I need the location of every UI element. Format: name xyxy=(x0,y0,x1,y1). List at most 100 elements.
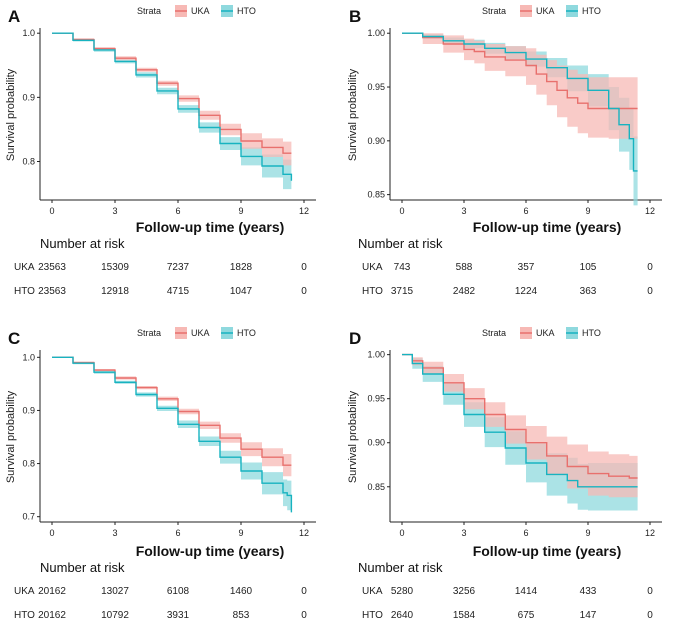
risk-table-title: Number at risk xyxy=(40,560,125,575)
y-tick-label: 0.90 xyxy=(367,136,385,146)
legend-title: Strata xyxy=(482,6,506,16)
legend: Strata UKA HTO xyxy=(137,5,256,17)
risk-cell-uka: 1460 xyxy=(230,586,253,597)
y-tick-label: 0.95 xyxy=(367,394,385,404)
risk-row-label-uka: UKA xyxy=(362,262,383,273)
risk-cell-uka: 0 xyxy=(647,262,653,273)
legend: Strata UKA HTO xyxy=(482,327,601,339)
risk-cell-uka: 13027 xyxy=(101,586,129,597)
legend-uka-label: UKA xyxy=(191,6,210,16)
x-tick-label: 3 xyxy=(112,206,117,216)
risk-row-label-uka: UKA xyxy=(14,262,35,273)
x-tick-label: 3 xyxy=(112,528,117,538)
x-tick-label: 9 xyxy=(238,206,243,216)
x-tick-label: 9 xyxy=(585,528,590,538)
x-tick-label: 6 xyxy=(523,528,528,538)
risk-cell-hto: 147 xyxy=(580,610,597,621)
legend-hto-label: HTO xyxy=(237,328,256,338)
panel-letter: D xyxy=(349,329,361,348)
risk-cell-hto: 20162 xyxy=(38,610,66,621)
y-tick-label: 1.0 xyxy=(22,352,35,362)
y-tick-label: 0.7 xyxy=(22,512,35,522)
risk-cell-hto: 675 xyxy=(518,610,535,621)
risk-cell-hto: 1224 xyxy=(515,286,538,297)
risk-cell-uka: 15309 xyxy=(101,262,129,273)
x-tick-label: 12 xyxy=(645,528,655,538)
legend-hto-label: HTO xyxy=(582,6,601,16)
risk-row-label-uka: UKA xyxy=(14,586,35,597)
legend: Strata UKA HTO xyxy=(137,327,256,339)
legend-title: Strata xyxy=(137,6,161,16)
legend-hto-label: HTO xyxy=(582,328,601,338)
risk-cell-uka: 0 xyxy=(301,262,307,273)
risk-cell-uka: 743 xyxy=(394,262,411,273)
x-tick-label: 6 xyxy=(175,206,180,216)
risk-cell-hto: 2640 xyxy=(391,610,414,621)
y-tick-label: 0.8 xyxy=(22,459,35,469)
risk-table-title: Number at risk xyxy=(40,236,125,251)
risk-cell-uka: 3256 xyxy=(453,586,476,597)
x-tick-label: 6 xyxy=(175,528,180,538)
y-axis-label: Survival probability xyxy=(5,68,17,161)
risk-table: Number at risk UKA 5280 3256 1414 433 0 HTO 2640… xyxy=(358,560,653,621)
risk-cell-hto: 10792 xyxy=(101,610,129,621)
risk-row-label-hto: HTO xyxy=(14,286,35,297)
panel-letter: C xyxy=(8,329,20,348)
y-tick-label: 0.85 xyxy=(367,190,385,200)
risk-cell-hto: 363 xyxy=(580,286,597,297)
risk-cell-uka: 588 xyxy=(456,262,473,273)
x-tick-label: 6 xyxy=(523,206,528,216)
legend: Strata UKA HTO xyxy=(482,5,601,17)
risk-cell-uka: 23563 xyxy=(38,262,66,273)
panel-a: A Strata UKA HTO 0 3 6 9 12 0.8 0.9 1.0 Survival pro… xyxy=(5,5,316,297)
x-axis-label: Follow-up time (years) xyxy=(473,543,622,559)
x-tick-label: 0 xyxy=(49,206,54,216)
x-axis-label: Follow-up time (years) xyxy=(136,543,285,559)
survival-line-hto xyxy=(402,353,638,488)
survival-line-hto xyxy=(52,32,293,181)
risk-cell-hto: 0 xyxy=(647,610,653,621)
risk-cell-hto: 4715 xyxy=(167,286,190,297)
legend-title: Strata xyxy=(137,328,161,338)
x-axis-label: Follow-up time (years) xyxy=(473,219,622,235)
survival-line-uka xyxy=(402,353,638,479)
risk-cell-uka: 433 xyxy=(580,586,597,597)
panel-letter: A xyxy=(8,7,20,26)
y-tick-label: 0.90 xyxy=(367,438,385,448)
y-axis-label: Survival probability xyxy=(347,68,359,161)
risk-cell-hto: 2482 xyxy=(453,286,476,297)
risk-cell-hto: 3931 xyxy=(167,610,190,621)
y-tick-label: 0.9 xyxy=(22,405,35,415)
risk-cell-uka: 0 xyxy=(301,586,307,597)
y-tick-label: 1.00 xyxy=(367,350,385,360)
risk-row-label-hto: HTO xyxy=(362,610,383,621)
legend-uka-label: UKA xyxy=(191,328,210,338)
x-tick-label: 0 xyxy=(399,206,404,216)
y-tick-label: 1.0 xyxy=(22,28,35,38)
legend-hto-label: HTO xyxy=(237,6,256,16)
x-tick-label: 0 xyxy=(399,528,404,538)
risk-cell-uka: 105 xyxy=(580,262,597,273)
risk-cell-hto: 853 xyxy=(233,610,250,621)
y-tick-label: 1.00 xyxy=(367,28,385,38)
ci-band-uka xyxy=(52,357,292,478)
x-tick-label: 9 xyxy=(585,206,590,216)
ci-band-uka xyxy=(402,354,638,498)
risk-cell-uka: 0 xyxy=(647,586,653,597)
risk-cell-hto: 12918 xyxy=(101,286,129,297)
risk-cell-hto: 0 xyxy=(301,286,307,297)
risk-row-label-hto: HTO xyxy=(14,610,35,621)
panel-c: C Strata UKA HTO 0 3 6 9 12 0.7 0.8 0.9 1.0 Survival … xyxy=(5,327,316,621)
risk-cell-uka: 1828 xyxy=(230,262,253,273)
risk-cell-hto: 1584 xyxy=(453,610,476,621)
y-tick-label: 0.95 xyxy=(367,82,385,92)
legend-uka-label: UKA xyxy=(536,328,555,338)
x-tick-label: 12 xyxy=(299,206,309,216)
panel-letter: B xyxy=(349,7,361,26)
x-axis-label: Follow-up time (years) xyxy=(136,219,285,235)
ci-band-uka xyxy=(52,33,292,167)
x-tick-label: 3 xyxy=(461,528,466,538)
risk-cell-uka: 357 xyxy=(518,262,535,273)
